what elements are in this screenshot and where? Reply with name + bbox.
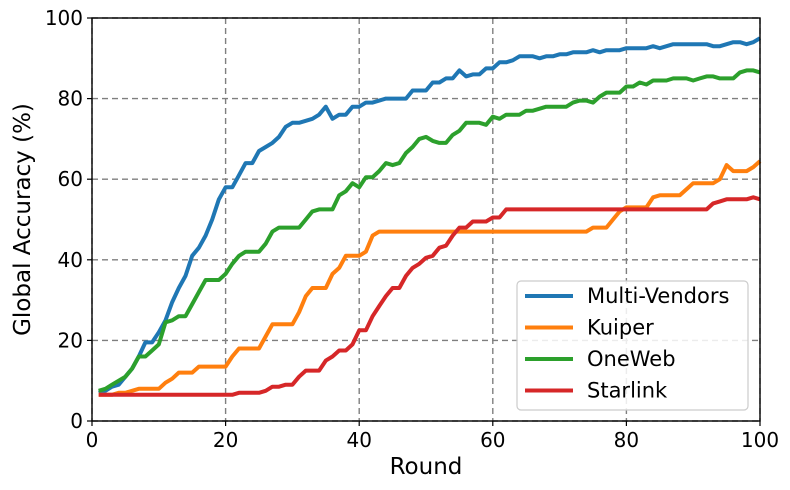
legend-box — [516, 280, 749, 411]
x-tick-label: 0 — [86, 428, 99, 452]
x-axis-label: Round — [390, 454, 463, 480]
series-line-starlink — [98, 195, 761, 397]
legend-label-multi-vendors: Multi-Vendors — [587, 284, 729, 308]
x-tick-label: 80 — [614, 428, 639, 452]
series-line-oneweb — [98, 68, 761, 393]
x-tick-label: 60 — [480, 428, 505, 452]
axis-ticks: 0 20 40 60 80 100 0 20 40 60 80 100 — [45, 6, 779, 452]
series-line-multi-vendors — [98, 36, 762, 395]
legend-label-kuiper: Kuiper — [587, 316, 654, 340]
y-tick-label: 80 — [58, 87, 83, 111]
x-tick-label: 40 — [346, 428, 371, 452]
y-tick-label: 20 — [58, 328, 83, 352]
legend-label-oneweb: OneWeb — [587, 347, 676, 371]
legend-label-starlink: Starlink — [587, 379, 668, 403]
y-axis-label: Global Accuracy (%) — [10, 103, 36, 336]
y-tick-label: 100 — [45, 6, 83, 30]
y-tick-label: 0 — [70, 409, 83, 433]
x-tick-label: 20 — [213, 428, 238, 452]
legend: Multi-Vendors Kuiper OneWeb Starlink — [516, 280, 749, 411]
series-line-kuiper — [98, 159, 762, 397]
y-tick-label: 60 — [58, 167, 83, 191]
y-tick-label: 40 — [58, 248, 83, 272]
series-lines — [98, 36, 762, 397]
x-tick-label: 100 — [741, 428, 779, 452]
plot-frame — [91, 17, 761, 422]
